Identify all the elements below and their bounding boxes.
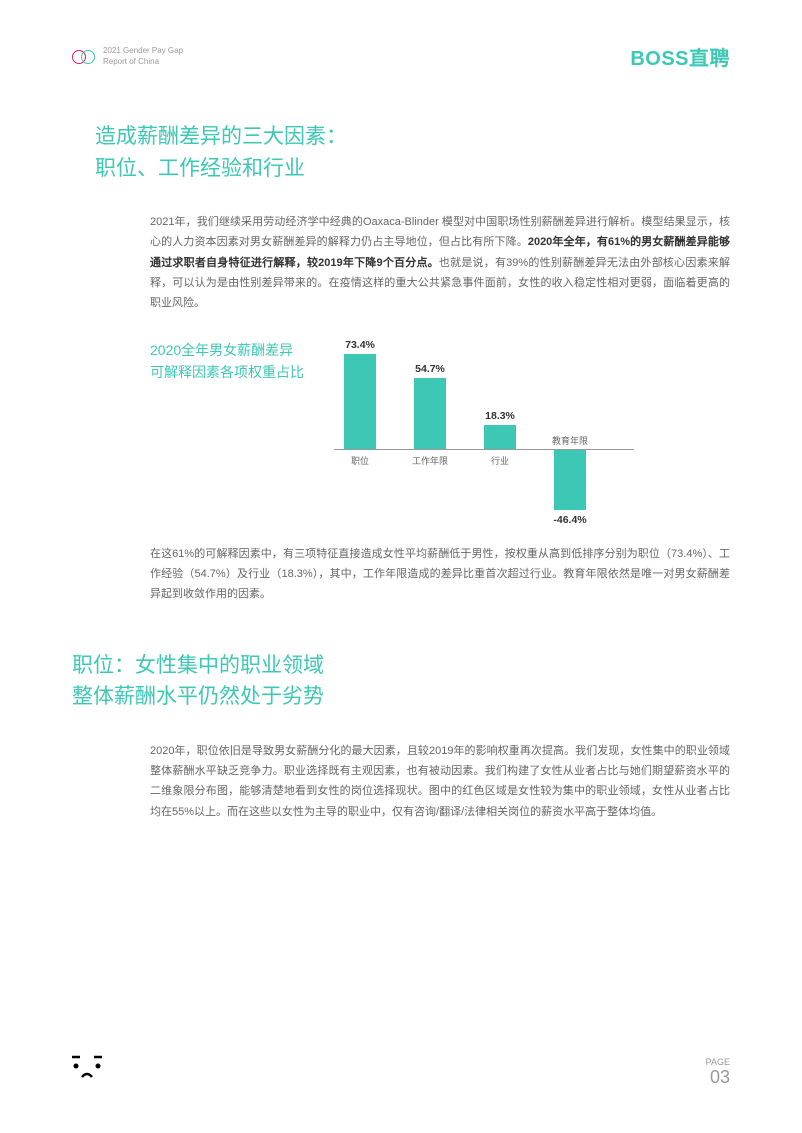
page-number: 03 <box>706 1067 730 1088</box>
bar-3 <box>554 450 586 510</box>
main-content: 造成薪酬差异的三大因素： 职位、工作经验和行业 2021年，我们继续采用劳动经济… <box>0 71 802 822</box>
header-left: 2021 Gender Pay Gap Report of China <box>72 46 183 67</box>
bar-label-0: 73.4% <box>335 339 385 351</box>
section1-para1: 2021年，我们继续采用劳动经济学中经典的Oaxaca-Blinder 模型对中… <box>150 212 730 314</box>
face-icon <box>72 1055 102 1088</box>
logo-circles-icon <box>72 50 95 64</box>
bar-2 <box>484 425 516 449</box>
chart-title-line2: 可解释因素各项权重占比 <box>150 361 304 383</box>
page-header: 2021 Gender Pay Gap Report of China BOSS… <box>0 0 802 71</box>
section1-title-line2: 职位、工作经验和行业 <box>95 153 730 185</box>
page-info: PAGE 03 <box>706 1057 730 1088</box>
section1-para2: 在这61%的可解释因素中，有三项特征直接造成女性平均薪酬低于男性，按权重从高到低… <box>150 544 730 605</box>
bar-0 <box>344 354 376 449</box>
cat-label-0: 职位 <box>335 454 385 467</box>
brand-logo: BOSS直聘 <box>630 42 730 71</box>
bar-label-3: -46.4% <box>545 514 595 526</box>
chart-section: 2020全年男女薪酬差异 可解释因素各项权重占比 73.4% 职位 54.7% … <box>150 339 730 524</box>
section1-heading: 造成薪酬差异的三大因素： 职位、工作经验和行业 <box>95 121 730 184</box>
section2-para1: 2020年，职位依旧是导致男女薪酬分化的最大因素，且较2019年的影响权重再次提… <box>150 741 730 822</box>
section2-heading: 职位：女性集中的职业领域 整体薪酬水平仍然处于劣势 <box>72 650 730 713</box>
page-label: PAGE <box>706 1057 730 1067</box>
circle-teal-icon <box>81 50 95 64</box>
cat-label-3: 教育年限 <box>545 434 595 447</box>
bar-chart: 73.4% 职位 54.7% 工作年限 18.3% 行业 教育年限 -46.4% <box>334 344 634 524</box>
section1-title-line1: 造成薪酬差异的三大因素： <box>95 121 730 153</box>
report-line2: Report of China <box>103 57 183 67</box>
chart-title: 2020全年男女薪酬差异 可解释因素各项权重占比 <box>150 339 304 384</box>
cat-label-1: 工作年限 <box>405 454 455 467</box>
report-subtitle: 2021 Gender Pay Gap Report of China <box>103 46 183 67</box>
chart-title-line1: 2020全年男女薪酬差异 <box>150 339 304 361</box>
bar-label-2: 18.3% <box>475 410 525 422</box>
section2-title-line1: 职位：女性集中的职业领域 <box>72 650 730 682</box>
page-footer: PAGE 03 <box>72 1055 730 1088</box>
bar-label-1: 54.7% <box>405 363 455 375</box>
bar-1 <box>414 378 446 449</box>
report-line1: 2021 Gender Pay Gap <box>103 46 183 56</box>
chart-x-axis <box>334 449 634 450</box>
section2-title-line2: 整体薪酬水平仍然处于劣势 <box>72 681 730 713</box>
cat-label-2: 行业 <box>475 454 525 467</box>
